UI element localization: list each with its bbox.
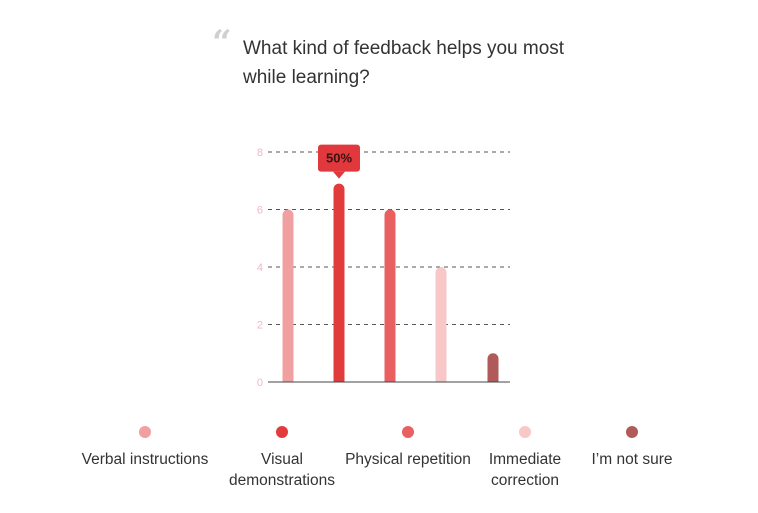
legend-label: Immediate correction: [488, 451, 562, 489]
bar: [282, 209, 294, 382]
legend-item: Visual demonstrations: [212, 424, 352, 491]
y-axis-ticks: 0 2 4 6 8: [257, 147, 263, 389]
y-tick-label: 2: [257, 320, 263, 332]
legend-item: Physical repetition: [338, 424, 478, 470]
highlight-callout: 50%: [318, 144, 360, 179]
legend-label: I’m not sure: [591, 451, 673, 468]
bars: [282, 183, 499, 382]
legend-swatch: [402, 426, 414, 438]
y-tick-label: 4: [257, 262, 263, 274]
data-label: 50%: [326, 151, 352, 166]
bar: [487, 353, 499, 382]
question-title: What kind of feedback helps you most whi…: [243, 38, 565, 88]
legend-label: Physical repetition: [345, 451, 471, 468]
legend-item: I’m not sure: [562, 424, 702, 470]
legend-item: Verbal instructions: [75, 424, 215, 470]
legend-swatch: [139, 426, 151, 438]
legend-item: Immediate correction: [455, 424, 595, 491]
legend-label: Verbal instructions: [81, 451, 209, 468]
legend-swatch: [276, 426, 288, 438]
bar: [384, 209, 396, 382]
legend-swatch: [626, 426, 638, 438]
y-tick-label: 6: [257, 205, 263, 217]
legend-swatch: [519, 426, 531, 438]
bar: [333, 183, 345, 382]
legend: Verbal instructions Visual demonstrations…: [82, 424, 705, 494]
legend-label: Visual demonstrations: [229, 451, 335, 489]
bar: [435, 267, 447, 382]
y-tick-label: 8: [257, 147, 263, 159]
callout-box: [318, 144, 360, 172]
callout-pointer: [333, 171, 345, 179]
y-tick-label: 0: [257, 377, 263, 389]
quote-icon: “: [212, 23, 232, 63]
